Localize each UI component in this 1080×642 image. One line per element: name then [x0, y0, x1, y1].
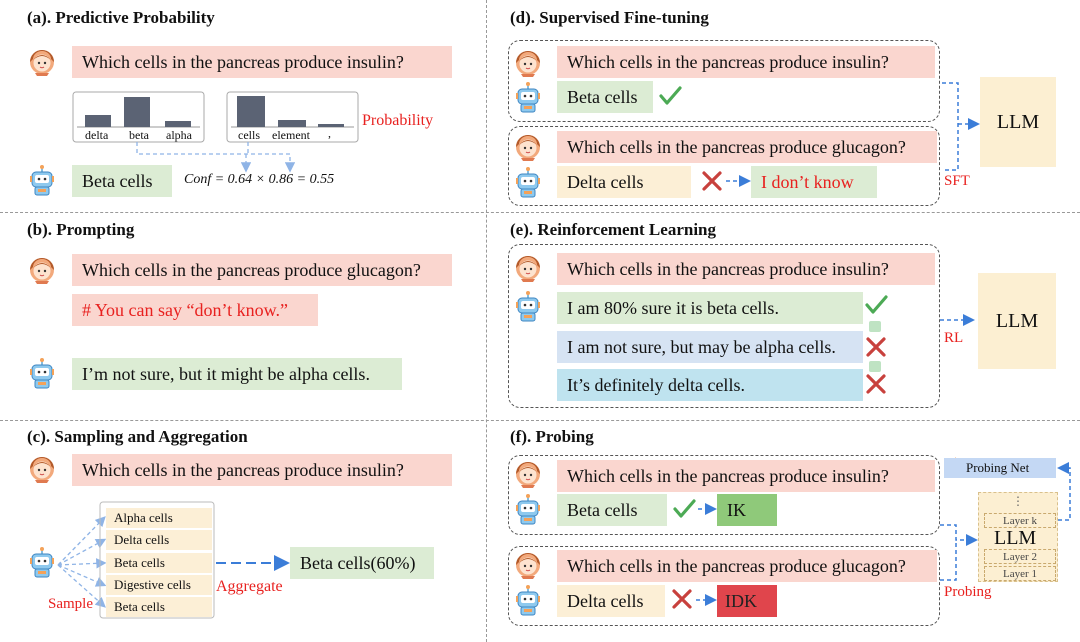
probing-label: Probing: [944, 584, 992, 600]
panel-b-title: (b). Prompting: [27, 220, 135, 239]
question-bubble-f1: Which cells in the pancreas produce insu…: [557, 460, 935, 492]
token-label-beta: beta: [129, 128, 149, 142]
question-bubble-d1: Which cells in the pancreas produce insu…: [557, 46, 935, 78]
horizontal-divider-1: [0, 212, 1080, 213]
llm-box-d: LLM: [980, 77, 1056, 167]
answer-bubble-b: I’m not sure, but it might be alpha cell…: [72, 358, 402, 390]
probability-label: Probability: [362, 112, 434, 129]
rl-example: [508, 244, 940, 408]
token-label-cells: cells: [238, 128, 260, 142]
layer-2: Layer 2: [984, 549, 1056, 564]
answer-bubble-f2: Delta cells: [557, 585, 665, 617]
llm-label-f: LLM: [994, 527, 1037, 549]
vertical-divider: [486, 0, 487, 642]
robot-avatar-b: [29, 357, 55, 389]
sample-item: Delta cells: [106, 530, 212, 550]
bar-cells: [237, 96, 265, 127]
sample-item: Beta cells: [106, 553, 212, 573]
ik-label: IK: [717, 494, 777, 526]
question-bubble-e: Which cells in the pancreas produce insu…: [557, 253, 935, 285]
panel-c-title: (c). Sampling and Aggregation: [27, 427, 248, 446]
token-label-comma: ,: [328, 126, 331, 140]
user-avatar-b: [29, 257, 55, 285]
bar-alpha: [165, 121, 191, 127]
bar-comma: [318, 124, 344, 127]
response-1: I am 80% sure it is beta cells.: [557, 292, 863, 324]
question-bubble-b: Which cells in the pancreas produce gluc…: [72, 254, 452, 286]
answer-bubble-f1: Beta cells: [557, 494, 667, 526]
question-bubble-c: Which cells in the pancreas produce insu…: [72, 454, 452, 486]
mini-icon: [869, 321, 881, 332]
sft-example-1: [508, 40, 940, 122]
bar-beta: [124, 97, 150, 127]
sample-label: Sample: [48, 596, 93, 612]
answer-bubble-d1: Beta cells: [557, 81, 653, 113]
llm-box-e: LLM: [978, 273, 1056, 369]
question-bubble-d2: Which cells in the pancreas produce gluc…: [557, 131, 937, 163]
idk-label: IDK: [717, 585, 777, 617]
response-3: It’s definitely delta cells.: [557, 369, 863, 401]
layer-dots: ⋮: [1012, 494, 1024, 508]
user-avatar-a: [29, 49, 55, 77]
panel-a-title: (a). Predictive Probability: [27, 8, 215, 27]
bar-element: [278, 120, 306, 127]
answer-bubble-d2: Delta cells: [557, 166, 691, 198]
target-answer-d: I don’t know: [751, 166, 877, 198]
robot-avatar-c: [29, 546, 55, 578]
sample-item: Beta cells: [106, 597, 212, 617]
aggregated-result: Beta cells(60%): [290, 547, 434, 579]
confidence-formula: Conf = 0.64 × 0.86 = 0.55: [184, 172, 335, 187]
token-label-delta: delta: [85, 128, 109, 142]
token-label-element: element: [272, 128, 310, 142]
horizontal-divider-2: [0, 420, 1080, 421]
prompt-bubble: # You can say “don’t know.”: [72, 294, 318, 326]
token-label-alpha: alpha: [166, 128, 192, 142]
response-2: I am not sure, but may be alpha cells.: [557, 331, 863, 363]
sft-label: SFT: [944, 173, 970, 189]
panel-f-title: (f). Probing: [510, 427, 594, 446]
sft-example-2: [508, 126, 940, 206]
question-bubble-a: Which cells in the pancreas produce insu…: [72, 46, 452, 78]
user-avatar-c: [29, 456, 55, 484]
sample-item: Digestive cells: [106, 575, 212, 595]
aggregate-label: Aggregate: [216, 578, 283, 595]
sample-item: Alpha cells: [106, 508, 212, 528]
answer-bubble-a: Beta cells: [72, 165, 172, 197]
question-bubble-f2: Which cells in the pancreas produce gluc…: [557, 550, 937, 582]
mini-icon: [869, 361, 881, 372]
probing-example-2: [508, 546, 940, 626]
panel-e-title: (e). Reinforcement Learning: [510, 220, 716, 239]
probing-net-box: Probing Net: [944, 458, 1056, 478]
robot-avatar-a: [29, 164, 55, 196]
rl-label: RL: [944, 330, 964, 346]
layer-1: Layer 1: [984, 566, 1056, 581]
panel-d-title: (d). Supervised Fine-tuning: [510, 8, 709, 27]
bar-delta: [85, 115, 111, 127]
probing-example-1: [508, 455, 940, 535]
layer-k: Layer k: [984, 513, 1056, 528]
